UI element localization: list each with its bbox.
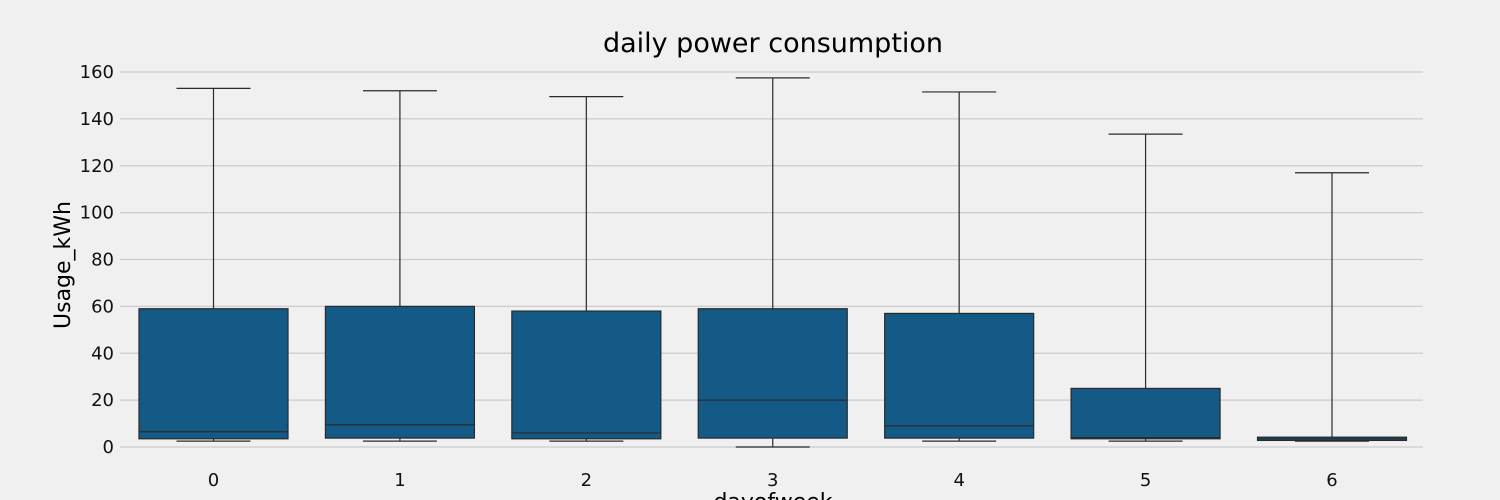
box	[138, 308, 289, 440]
x-tick-label: 5	[1140, 470, 1151, 491]
box	[324, 305, 476, 439]
box-group	[1070, 133, 1221, 442]
x-tick-labels: 0 1 2 3 4 5 6	[208, 470, 1338, 491]
box-group	[324, 90, 476, 442]
y-tick-labels: 0 20 40 60 80 100 120 140 160	[80, 62, 114, 458]
box	[511, 310, 662, 440]
box-plot-series	[138, 77, 1408, 448]
x-tick-label: 2	[581, 470, 592, 491]
y-tick-label: 140	[80, 109, 114, 130]
x-tick-label: 4	[953, 470, 964, 491]
y-tick-label: 0	[103, 437, 114, 458]
box	[1070, 387, 1221, 440]
box-group	[511, 96, 662, 442]
y-tick-label: 60	[91, 296, 114, 317]
y-tick-label: 80	[91, 250, 114, 271]
x-tick-label: 1	[394, 470, 405, 491]
box-group	[138, 87, 289, 442]
box-group	[697, 77, 848, 448]
box-group	[884, 91, 1035, 442]
chart-title: daily power consumption	[603, 28, 943, 59]
box	[884, 312, 1035, 439]
x-tick-label: 6	[1326, 470, 1337, 491]
x-axis-label: dayofweek	[713, 490, 832, 500]
x-tick-label: 3	[767, 470, 778, 491]
box	[697, 308, 848, 439]
x-tick-label: 0	[208, 470, 219, 491]
y-tick-label: 20	[91, 390, 114, 411]
y-tick-label: 160	[80, 62, 114, 83]
y-tick-label: 120	[80, 156, 114, 177]
box-group	[1256, 172, 1408, 442]
y-axis-label: Usage_kWh	[51, 201, 76, 329]
y-tick-label: 40	[91, 343, 114, 364]
y-tick-label: 100	[80, 203, 114, 224]
